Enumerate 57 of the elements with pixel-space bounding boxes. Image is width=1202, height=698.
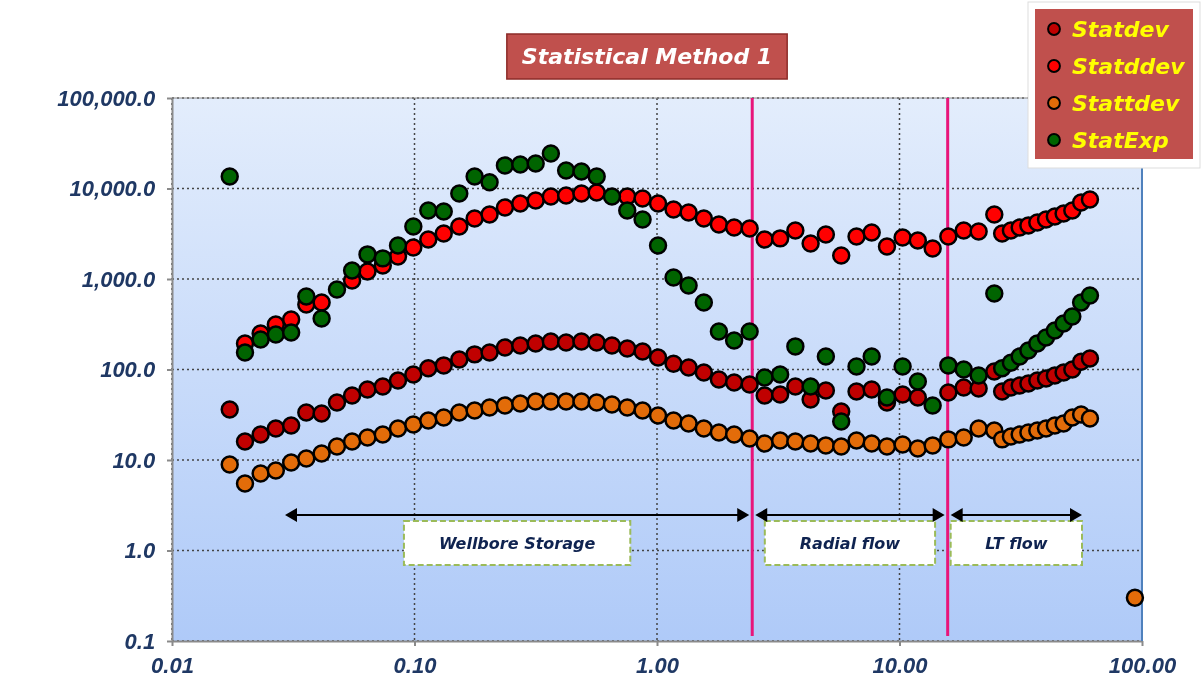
annotation: LT flow <box>985 533 1048 553</box>
legend-label: Stattdev <box>1072 90 1180 116</box>
point <box>740 219 759 238</box>
point <box>679 203 698 222</box>
point <box>862 223 881 242</box>
point <box>465 209 484 228</box>
point <box>511 194 530 213</box>
x-tick-label: 0.01 <box>151 653 194 679</box>
point <box>312 293 331 312</box>
point <box>786 221 805 240</box>
point <box>495 198 515 217</box>
legend-label: Statddev <box>1072 53 1186 79</box>
chart-title: Statistical Method 1 <box>521 43 773 69</box>
x-tick-label: 10.00 <box>872 653 929 679</box>
point <box>893 228 912 247</box>
point <box>724 218 744 237</box>
point <box>939 227 958 246</box>
y-tick-label: 1,000.0 <box>81 266 156 292</box>
annotation: Radial flow <box>799 533 901 553</box>
y-tick-label: 10,000.0 <box>69 176 156 202</box>
point <box>633 189 652 208</box>
legend-label: StatExp <box>1072 127 1169 153</box>
point <box>419 230 438 249</box>
point <box>877 237 897 256</box>
x-tick-label: 0.10 <box>393 653 438 679</box>
x-tick-label: 100.00 <box>1108 653 1177 679</box>
y-tick-label: 100,000.0 <box>57 85 156 111</box>
point <box>709 215 729 234</box>
point <box>847 227 866 246</box>
point <box>923 239 942 258</box>
annotation: Wellbore Storage <box>438 533 596 553</box>
point <box>908 231 928 250</box>
point <box>831 246 851 265</box>
y-tick-label: 1.0 <box>124 538 156 564</box>
point <box>434 224 453 243</box>
point <box>755 230 774 249</box>
point <box>664 200 683 219</box>
point <box>541 187 561 206</box>
point <box>450 217 469 236</box>
y-tick-label: 100.0 <box>100 357 156 383</box>
point <box>816 225 836 244</box>
point <box>556 186 576 205</box>
point <box>572 184 591 203</box>
point <box>801 234 820 253</box>
point <box>648 194 668 213</box>
point <box>954 221 973 240</box>
legend-label: Statdev <box>1072 16 1170 42</box>
point <box>404 238 423 257</box>
y-tick-label: 10.0 <box>112 447 156 473</box>
point <box>694 209 714 228</box>
point <box>770 229 790 248</box>
x-tick-label: 1.00 <box>636 653 680 679</box>
point <box>526 191 545 210</box>
point <box>480 205 499 224</box>
y-tick-label: 0.1 <box>124 628 156 654</box>
point <box>985 205 1004 224</box>
point <box>969 222 988 241</box>
